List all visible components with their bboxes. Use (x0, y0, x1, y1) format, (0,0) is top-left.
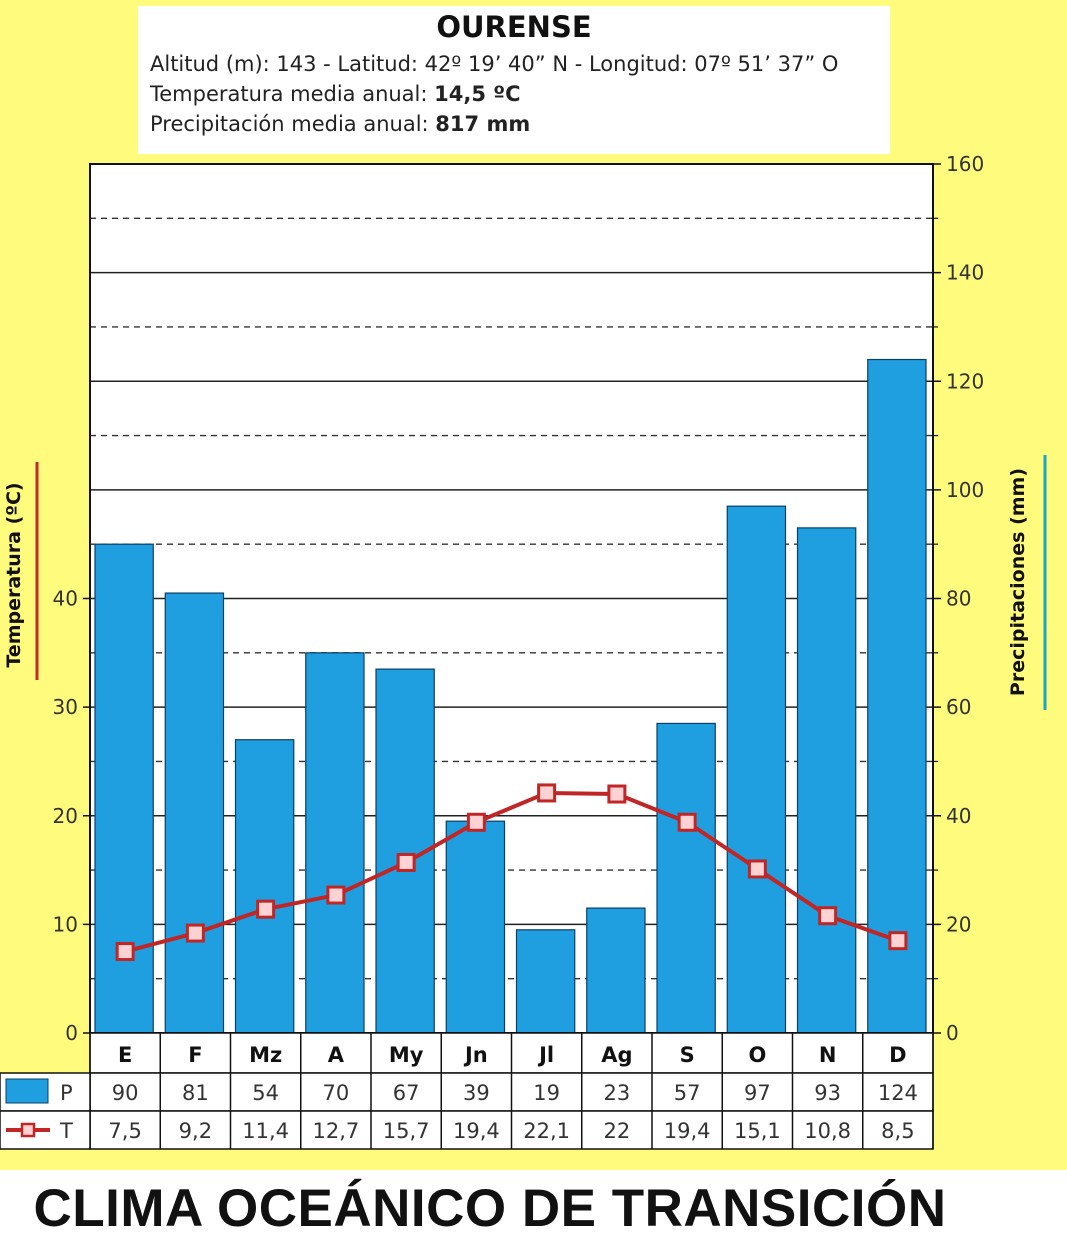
right-tick-label: 20 (946, 912, 971, 936)
temp-marker-d (888, 931, 908, 951)
precip-value-d: 124 (878, 1081, 918, 1105)
temp-marker-a (326, 885, 346, 905)
temp-marker-e (115, 942, 135, 962)
right-tick-label: 160 (946, 152, 984, 176)
climate-chart: 0 10 20 30 40 0 20 40 60 80 100 120 140 160 Temperatur… (0, 152, 1047, 1150)
month-label-e: E (118, 1043, 132, 1067)
month-label-mz: Mz (249, 1043, 282, 1067)
precip-value-my: 67 (393, 1081, 420, 1105)
month-label-jn: Jn (463, 1043, 488, 1067)
legend-temp-label: T (59, 1119, 73, 1143)
precip-value-ag: 23 (604, 1081, 631, 1105)
left-tick-label: 20 (53, 804, 78, 828)
month-label-o: O (748, 1043, 766, 1067)
right-tick-label: 140 (946, 261, 984, 285)
temperature-line (124, 790, 899, 954)
temp-marker-mz (256, 899, 276, 919)
right-tick-label: 100 (946, 478, 984, 502)
temp-value-jl: 22,1 (523, 1119, 570, 1143)
temp-marker-f (185, 923, 205, 943)
station-info-box: OURENSE Altitud (m): 143 - Latitud: 42º … (138, 6, 890, 154)
location-line: Altitud (m): 143 - Latitud: 42º 19’ 40” … (150, 52, 839, 76)
temp-marker-ag (607, 784, 627, 804)
month-label-f: F (188, 1043, 202, 1067)
left-tick-label: 40 (53, 587, 78, 611)
precip-value-o: 97 (744, 1081, 771, 1105)
left-tick-label: 0 (65, 1021, 78, 1045)
precip-value-e: 90 (112, 1081, 139, 1105)
temp-value-d: 8,5 (881, 1119, 914, 1143)
precip-bar-f (164, 592, 225, 1034)
temp-value-n: 10,8 (804, 1119, 851, 1143)
right-tick-label: 80 (946, 587, 971, 611)
station-name: OURENSE (436, 10, 592, 44)
temp-value-e: 7,5 (108, 1119, 141, 1143)
month-label-d: D (889, 1043, 906, 1067)
precip-bar-jn (445, 820, 506, 1034)
temp-value-my: 15,7 (383, 1119, 430, 1143)
legend-precip-label: P (60, 1081, 73, 1105)
month-label-s: S (680, 1043, 695, 1067)
right-tick-label: 40 (946, 804, 971, 828)
precip-value-s: 57 (674, 1081, 701, 1105)
month-label-my: My (389, 1043, 424, 1067)
precip-value-f: 81 (182, 1081, 209, 1105)
temp-marker-jl (537, 783, 557, 803)
right-tick-label: 120 (946, 369, 984, 393)
left-axis-title: Temperatura (ºC) (3, 482, 25, 667)
temp-marker-n (818, 906, 838, 926)
temp-value-f: 9,2 (179, 1119, 212, 1143)
right-tick-label: 60 (946, 695, 971, 719)
legend-temp-marker (20, 1122, 36, 1138)
precip-value-jl: 19 (533, 1081, 560, 1105)
temp-value-mz: 11,4 (242, 1119, 289, 1143)
annual-precipitation-line: Precipitación media anual: 817 mm (150, 112, 530, 136)
temp-marker-my (396, 852, 416, 872)
right-axis-title: Precipitaciones (mm) (1007, 468, 1029, 696)
month-label-n: N (819, 1043, 837, 1067)
precip-bar-n (796, 527, 857, 1034)
temp-value-ag: 22 (604, 1119, 631, 1143)
left-tick-label: 10 (53, 912, 78, 936)
precip-value-n: 93 (814, 1081, 841, 1105)
precip-bar-a (305, 652, 365, 1034)
annual-temperature-label: Temperatura media anual: (150, 82, 428, 106)
left-tick-label: 30 (53, 695, 78, 719)
temp-marker-s (677, 812, 697, 832)
temp-marker-jn (466, 812, 486, 832)
precip-bar-o (726, 505, 787, 1034)
month-label-ag: Ag (601, 1043, 632, 1067)
precip-bar-s (656, 722, 716, 1034)
temp-marker-o (747, 859, 767, 879)
precip-bar-d (867, 358, 927, 1034)
month-label-a: A (328, 1043, 345, 1067)
right-tick-label: 0 (946, 1021, 959, 1045)
precip-value-jn: 39 (463, 1081, 490, 1105)
temp-value-a: 12,7 (312, 1119, 359, 1143)
temp-value-s: 19,4 (664, 1119, 711, 1143)
precip-bar-ag (586, 907, 646, 1034)
precip-bar-mz (234, 739, 295, 1034)
annual-temperature-line: Temperatura media anual: 14,5 ºC (150, 82, 521, 106)
legend-precip-swatch (5, 1078, 49, 1104)
annual-temperature-value: 14,5 ºC (434, 82, 521, 106)
precip-value-a: 70 (323, 1081, 350, 1105)
annual-precipitation-label: Precipitación media anual: (150, 112, 429, 136)
temp-value-jn: 19,4 (453, 1119, 500, 1143)
climate-type-title: CLIMA OCEÁNICO DE TRANSICIÓN (33, 1179, 947, 1238)
precip-value-mz: 54 (252, 1081, 279, 1105)
temp-value-o: 15,1 (734, 1119, 781, 1143)
annual-precipitation-value: 817 mm (435, 112, 531, 136)
precip-bar-jl (515, 929, 576, 1034)
month-label-jl: Jl (537, 1043, 554, 1067)
